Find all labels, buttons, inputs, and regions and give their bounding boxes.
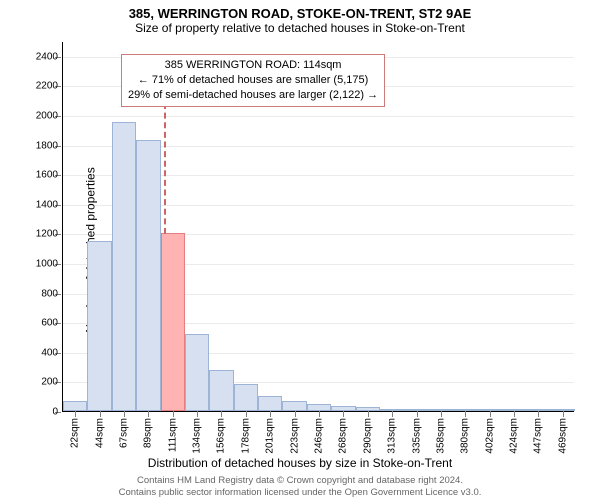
y-tick-label: 2200 <box>36 81 58 92</box>
chart-container: 385, WERRINGTON ROAD, STOKE-ON-TRENT, ST… <box>0 0 600 500</box>
histogram-bar <box>282 401 306 411</box>
histogram-bar <box>234 384 258 411</box>
histogram-bar <box>258 396 282 411</box>
x-tick-label: 313sqm <box>387 418 398 454</box>
y-tick-label: 1800 <box>36 140 58 151</box>
credits-line: Contains public sector information licen… <box>0 487 600 498</box>
x-tick <box>270 411 271 417</box>
x-tick-label: 380sqm <box>460 418 471 454</box>
x-tick <box>417 411 418 417</box>
x-tick <box>319 411 320 417</box>
x-tick-label: 268sqm <box>338 418 349 454</box>
histogram-bar <box>63 401 87 411</box>
x-tick <box>465 411 466 417</box>
y-tick-label: 1000 <box>36 259 58 270</box>
credits: Contains HM Land Registry data © Crown c… <box>0 475 600 498</box>
histogram-bar <box>87 241 111 411</box>
x-tick-label: 447sqm <box>533 418 544 454</box>
chart-subtitle: Size of property relative to detached ho… <box>0 21 600 39</box>
histogram-bar <box>161 233 185 411</box>
histogram-bar <box>307 404 331 411</box>
y-tick-label: 200 <box>41 377 58 388</box>
x-tick-label: 178sqm <box>240 418 251 454</box>
x-tick-label: 22sqm <box>70 418 81 448</box>
x-tick <box>563 411 564 417</box>
x-tick-label: 335sqm <box>411 418 422 454</box>
x-tick <box>221 411 222 417</box>
x-tick-label: 290sqm <box>362 418 373 454</box>
chart-area: 0200400600800100012001400160018002000220… <box>62 42 574 412</box>
x-tick <box>100 411 101 417</box>
x-tick-label: 246sqm <box>314 418 325 454</box>
y-tick-label: 0 <box>52 407 58 418</box>
x-tick <box>514 411 515 417</box>
x-tick <box>490 411 491 417</box>
x-tick <box>343 411 344 417</box>
x-tick <box>124 411 125 417</box>
y-tick-label: 1600 <box>36 170 58 181</box>
marker-line <box>164 103 166 234</box>
y-tick-label: 600 <box>41 318 58 329</box>
x-tick <box>148 411 149 417</box>
x-tick-label: 134sqm <box>192 418 203 454</box>
x-tick-label: 201sqm <box>265 418 276 454</box>
credits-line: Contains HM Land Registry data © Crown c… <box>0 475 600 486</box>
histogram-bar <box>209 370 233 411</box>
x-tick <box>295 411 296 417</box>
x-tick-label: 111sqm <box>167 418 178 452</box>
annotation-box: 385 WERRINGTON ROAD: 114sqm← 71% of deta… <box>121 54 385 107</box>
annotation-line: 29% of semi-detached houses are larger (… <box>128 88 378 103</box>
x-tick-label: 67sqm <box>118 418 129 448</box>
y-tick-label: 2400 <box>36 51 58 62</box>
y-tick-label: 2000 <box>36 111 58 122</box>
chart-title: 385, WERRINGTON ROAD, STOKE-ON-TRENT, ST… <box>0 0 600 21</box>
y-tick-label: 800 <box>41 288 58 299</box>
x-tick <box>246 411 247 417</box>
y-tick-label: 400 <box>41 347 58 358</box>
x-tick-label: 89sqm <box>143 418 154 448</box>
x-tick-label: 223sqm <box>289 418 300 454</box>
histogram-bar <box>112 122 136 411</box>
x-tick <box>392 411 393 417</box>
annotation-line: ← 71% of detached houses are smaller (5,… <box>128 73 378 88</box>
x-tick-label: 424sqm <box>509 418 520 454</box>
x-tick-label: 44sqm <box>94 418 105 448</box>
x-axis-label: Distribution of detached houses by size … <box>0 456 600 470</box>
y-tick-label: 1400 <box>36 199 58 210</box>
x-tick <box>75 411 76 417</box>
plot-region: 0200400600800100012001400160018002000220… <box>62 42 574 412</box>
x-tick <box>538 411 539 417</box>
x-tick <box>173 411 174 417</box>
y-tick-label: 1200 <box>36 229 58 240</box>
x-tick-label: 402sqm <box>484 418 495 454</box>
x-tick-label: 156sqm <box>216 418 227 454</box>
histogram-bar <box>185 334 209 411</box>
histogram-bar <box>136 140 160 411</box>
x-tick <box>368 411 369 417</box>
gridline <box>63 116 574 117</box>
x-tick <box>441 411 442 417</box>
x-tick-label: 358sqm <box>435 418 446 454</box>
x-tick-label: 469sqm <box>557 418 568 454</box>
annotation-line: 385 WERRINGTON ROAD: 114sqm <box>128 58 378 73</box>
x-tick <box>197 411 198 417</box>
